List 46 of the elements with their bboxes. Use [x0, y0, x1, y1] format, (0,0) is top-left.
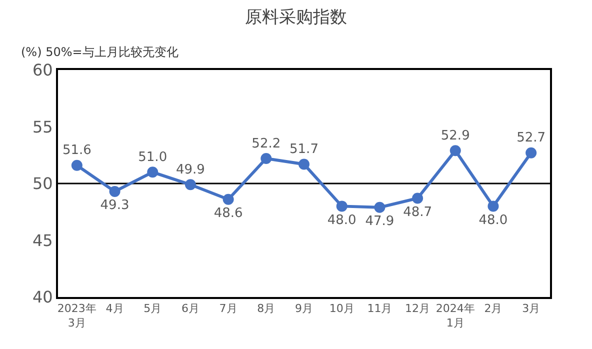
x-tick-label: 9月: [295, 302, 313, 316]
x-tick-label: 12月: [405, 302, 430, 316]
point: [336, 200, 348, 212]
text: 48.7: [403, 204, 432, 220]
chart-title: 原料采购指数: [245, 7, 347, 28]
text: 52.9: [440, 128, 470, 144]
point: [374, 202, 386, 213]
y-tick-label: 45: [32, 230, 53, 250]
x-tick-label: 2024年 1月: [436, 302, 475, 330]
y-tick-label: 55: [32, 117, 53, 136]
x-tick-label: 4月: [106, 302, 124, 316]
text: 52.7: [516, 130, 546, 146]
text: 52.2: [252, 136, 281, 152]
y-tick-label: 40: [32, 288, 53, 307]
point: [184, 179, 196, 190]
point: [298, 158, 310, 170]
y-tick-label: 60: [32, 60, 53, 80]
point: [450, 145, 461, 156]
x-tick-label: 3月: [522, 302, 540, 316]
x-tick-label: 7月: [219, 302, 238, 316]
point: [222, 194, 234, 205]
text: 51.6: [62, 143, 92, 158]
point: [488, 200, 499, 212]
text: 47.9: [365, 214, 394, 229]
text: 48.0: [478, 212, 508, 228]
text: 49.9: [176, 162, 205, 178]
x-tick-label: 6月: [181, 302, 200, 316]
text: (%) 50%=与上月比较无变化: [21, 45, 178, 59]
x-tick-label: 10月: [329, 302, 354, 316]
y-tick-label: 50: [32, 174, 53, 194]
point: [147, 166, 158, 178]
text: 51.0: [138, 150, 168, 166]
x-tick-label: 2023年 3月: [57, 302, 96, 330]
text: 51.7: [290, 142, 318, 158]
point: [260, 153, 272, 164]
text: 48.6: [214, 206, 243, 222]
point: [71, 160, 82, 171]
x-tick-label: 11月: [367, 302, 392, 316]
point: [109, 186, 120, 197]
point: [412, 192, 424, 204]
x-tick-label: 8月: [257, 302, 276, 316]
x-tick-label: 2月: [484, 302, 502, 316]
text: 49.3: [100, 198, 130, 214]
point: [526, 147, 537, 158]
x-tick-label: 5月: [144, 302, 162, 316]
text: 48.0: [327, 212, 356, 228]
